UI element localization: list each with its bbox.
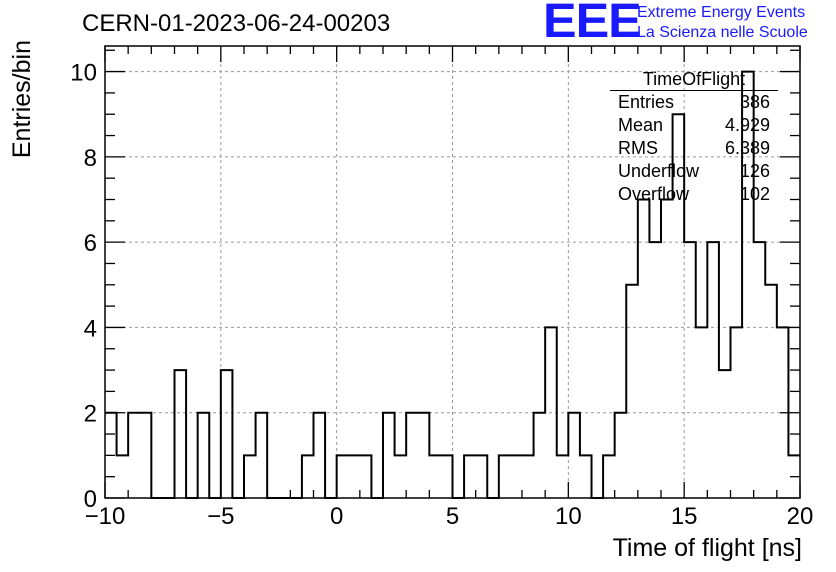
stats-value: 386 — [739, 92, 770, 112]
stats-row-entries: Entries 386 — [610, 91, 778, 114]
y-tick-label: 0 — [84, 486, 97, 513]
y-tick-label: 10 — [70, 60, 97, 87]
x-axis-title: Time of flight [ns] — [612, 534, 802, 562]
stats-label: Underflow — [618, 161, 700, 181]
histogram-series — [105, 70, 800, 499]
eee-logo-line-2: La Scienza nelle Scuole — [637, 24, 808, 41]
stats-box: TimeOfFlight Entries 386 Mean 4.929 RMS … — [610, 68, 778, 206]
y-tick-label: 8 — [84, 145, 97, 172]
stats-value: 4.929 — [724, 115, 770, 135]
stats-value: 126 — [739, 161, 770, 181]
axis-tick-labels: −10 −5 0 5 10 15 20 0 2 4 6 8 10 — [70, 60, 813, 530]
stats-value: 102 — [739, 184, 770, 204]
eee-logo-line-1: Extreme Energy Events — [637, 4, 806, 21]
stats-title: TimeOfFlight — [610, 68, 778, 91]
stats-value: 6.389 — [724, 138, 770, 158]
axis-ticks — [104, 46, 801, 499]
stats-label: Entries — [618, 92, 675, 112]
x-tick-label: 20 — [787, 503, 814, 530]
y-tick-label: 6 — [84, 230, 97, 257]
x-tick-label: 10 — [555, 503, 582, 530]
x-tick-label: 0 — [330, 503, 343, 530]
stats-row-overflow: Overflow 102 — [610, 183, 778, 206]
y-tick-label: 2 — [84, 401, 97, 428]
run-title: CERN-01-2023-06-24-00203 — [82, 10, 391, 37]
x-tick-label: 5 — [446, 503, 459, 530]
y-axis-title: Entries/bin — [8, 40, 36, 159]
histogram-step-line — [105, 70, 800, 499]
stats-label: Overflow — [618, 184, 690, 204]
y-tick-label: 4 — [84, 315, 97, 342]
stats-label: Mean — [618, 115, 664, 135]
stats-row-underflow: Underflow 126 — [610, 160, 778, 183]
eee-logo: EEE — [543, 0, 642, 48]
stats-row-mean: Mean 4.929 — [610, 114, 778, 137]
x-tick-label: −5 — [207, 503, 234, 530]
x-tick-label: 15 — [671, 503, 698, 530]
stats-row-rms: RMS 6.389 — [610, 137, 778, 160]
stats-label: RMS — [618, 138, 658, 158]
x-tick-label: −10 — [85, 503, 126, 530]
